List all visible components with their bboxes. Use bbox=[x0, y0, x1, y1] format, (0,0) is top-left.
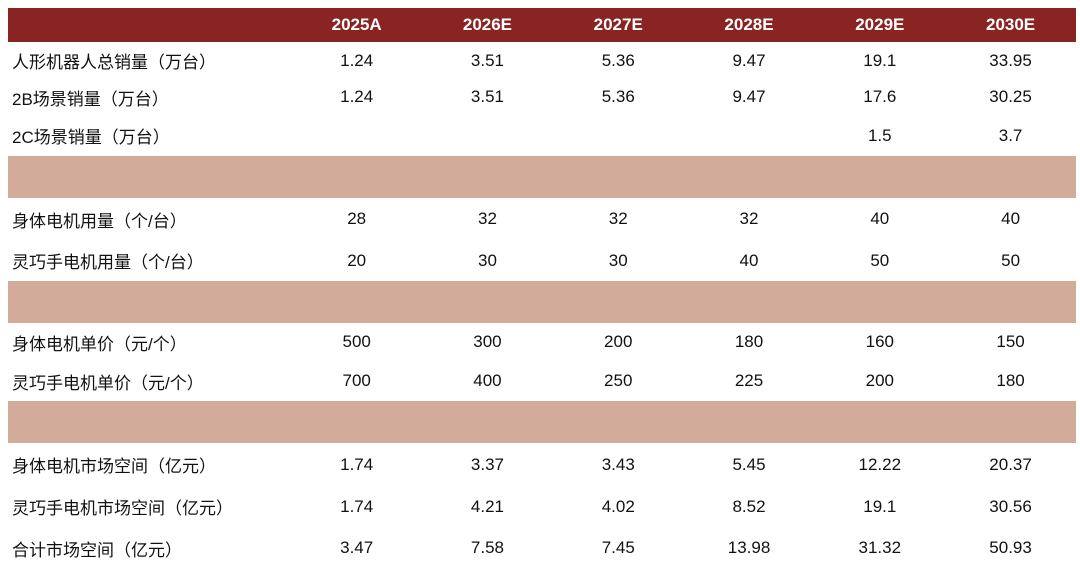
table-row: 2B场景销量（万台） 1.24 3.51 5.36 9.47 17.6 30.2… bbox=[8, 79, 1076, 115]
forecast-table: 2025A 2026E 2027E 2028E 2029E 2030E 人形机器… bbox=[8, 8, 1076, 569]
cell-value: 180 bbox=[734, 332, 764, 351]
cell-value: 1.24 bbox=[340, 50, 374, 70]
cell-value: 250 bbox=[604, 371, 633, 390]
cell-value: 30.25 bbox=[989, 87, 1032, 106]
row-label: 2C场景销量（万台） bbox=[12, 128, 170, 147]
cell-value: 4.02 bbox=[601, 496, 635, 516]
cell-value: 300 bbox=[473, 332, 502, 351]
cell-value: 200 bbox=[865, 371, 894, 390]
row-label: 身体电机用量（个/台） bbox=[12, 211, 187, 231]
year-2025a: 2025A bbox=[331, 15, 382, 34]
cell-value: 1.74 bbox=[340, 454, 374, 474]
table-row: 人形机器人总销量（万台） 1.24 3.51 5.36 9.47 19.1 33… bbox=[8, 42, 1076, 79]
row-label: 2B场景销量（万台） bbox=[12, 89, 169, 109]
cell-value: 30 bbox=[477, 250, 497, 270]
row-label: 身体电机单价（元/个） bbox=[12, 334, 187, 354]
table-row: 身体电机市场空间（亿元） 1.74 3.37 3.43 5.45 12.22 2… bbox=[8, 443, 1076, 486]
cell-value: 50 bbox=[870, 250, 890, 270]
cell-value: 30 bbox=[608, 250, 628, 270]
year-2028e: 2028E bbox=[724, 15, 774, 34]
year-2029e: 2029E bbox=[855, 15, 905, 34]
cell-value: 7.58 bbox=[470, 538, 504, 557]
cell-value: 180 bbox=[996, 371, 1025, 390]
cell-value: 150 bbox=[996, 332, 1025, 351]
section-separator bbox=[8, 156, 1076, 198]
cell-value: 19.1 bbox=[863, 496, 897, 516]
year-2026e: 2026E bbox=[462, 15, 513, 34]
row-label: 身体电机市场空间（亿元） bbox=[12, 457, 216, 476]
cell-value: 13.98 bbox=[727, 538, 771, 557]
cell-value: 5.45 bbox=[732, 454, 766, 474]
cell-value: 19.1 bbox=[863, 50, 897, 70]
cell-value: 30.56 bbox=[989, 496, 1032, 516]
table-row: 身体电机单价（元/个） 500 300 200 180 160 150 bbox=[8, 323, 1076, 361]
cell-value: 3.47 bbox=[340, 538, 374, 557]
table-row: 合计市场空间（亿元） 3.47 7.58 7.45 13.98 31.32 50… bbox=[8, 527, 1076, 569]
section-separator bbox=[8, 281, 1076, 323]
cell-value: 400 bbox=[473, 371, 502, 390]
cell-value: 3.51 bbox=[470, 50, 504, 70]
row-label: 灵巧手电机单价（元/个） bbox=[12, 373, 204, 393]
cell-value: 3.37 bbox=[470, 454, 504, 474]
cell-value: 3.7 bbox=[998, 125, 1023, 145]
cell-value: 40 bbox=[739, 250, 759, 270]
cell-value: 50.93 bbox=[989, 538, 1032, 557]
cell-value: 31.32 bbox=[858, 538, 902, 557]
cell-value: 3.43 bbox=[601, 454, 635, 474]
row-label: 人形机器人总销量（万台） bbox=[12, 53, 216, 72]
cell-value: 9.47 bbox=[732, 50, 766, 70]
cell-value: 500 bbox=[342, 332, 371, 351]
year-2027e: 2027E bbox=[593, 15, 643, 34]
cell-value: 4.21 bbox=[470, 496, 504, 516]
cell-value: 8.52 bbox=[732, 496, 766, 516]
cell-value: 32 bbox=[477, 209, 497, 228]
row-label: 合计市场空间（亿元） bbox=[12, 540, 182, 560]
year-2030e: 2030E bbox=[985, 15, 1036, 34]
cell-value: 5.36 bbox=[601, 50, 635, 70]
cell-value: 5.36 bbox=[601, 87, 635, 106]
cell-value: 1.24 bbox=[340, 87, 374, 106]
cell-value: 20 bbox=[347, 250, 367, 270]
table-row: 身体电机用量（个/台） 28 32 32 32 40 40 bbox=[8, 198, 1076, 240]
cell-value: 1.74 bbox=[340, 496, 374, 516]
cell-value: 7.45 bbox=[601, 538, 635, 557]
cell-value: 17.6 bbox=[863, 87, 897, 106]
cell-value: 40 bbox=[1001, 209, 1021, 228]
section-separator bbox=[8, 401, 1076, 443]
cell-value: 50 bbox=[1001, 250, 1021, 270]
cell-value: 160 bbox=[865, 332, 894, 351]
cell-value: 20.37 bbox=[989, 454, 1032, 474]
row-label: 灵巧手电机用量（个/台） bbox=[12, 253, 204, 272]
cell-value: 33.95 bbox=[989, 50, 1032, 70]
table-row: 灵巧手电机用量（个/台） 20 30 30 40 50 50 bbox=[8, 240, 1076, 281]
table-header-row: 2025A 2026E 2027E 2028E 2029E 2030E bbox=[8, 8, 1076, 42]
cell-value: 12.22 bbox=[858, 454, 902, 474]
cell-value: 3.51 bbox=[470, 87, 504, 106]
cell-value: 1.5 bbox=[867, 125, 892, 145]
table-row: 灵巧手电机单价（元/个） 700 400 250 225 200 180 bbox=[8, 361, 1076, 401]
cell-value: 32 bbox=[608, 209, 628, 228]
cell-value: 40 bbox=[870, 209, 890, 228]
cell-value: 32 bbox=[739, 209, 759, 228]
table-row: 2C场景销量（万台） 1.5 3.7 bbox=[8, 115, 1076, 156]
table-row: 灵巧手电机市场空间（亿元） 1.74 4.21 4.02 8.52 19.1 3… bbox=[8, 486, 1076, 527]
cell-value: 700 bbox=[342, 371, 371, 390]
cell-value: 9.47 bbox=[732, 87, 766, 106]
row-label: 灵巧手电机市场空间（亿元） bbox=[12, 499, 233, 518]
cell-value: 28 bbox=[347, 209, 367, 228]
cell-value: 200 bbox=[604, 332, 633, 351]
header-label bbox=[8, 8, 291, 42]
cell-value: 225 bbox=[734, 371, 764, 390]
